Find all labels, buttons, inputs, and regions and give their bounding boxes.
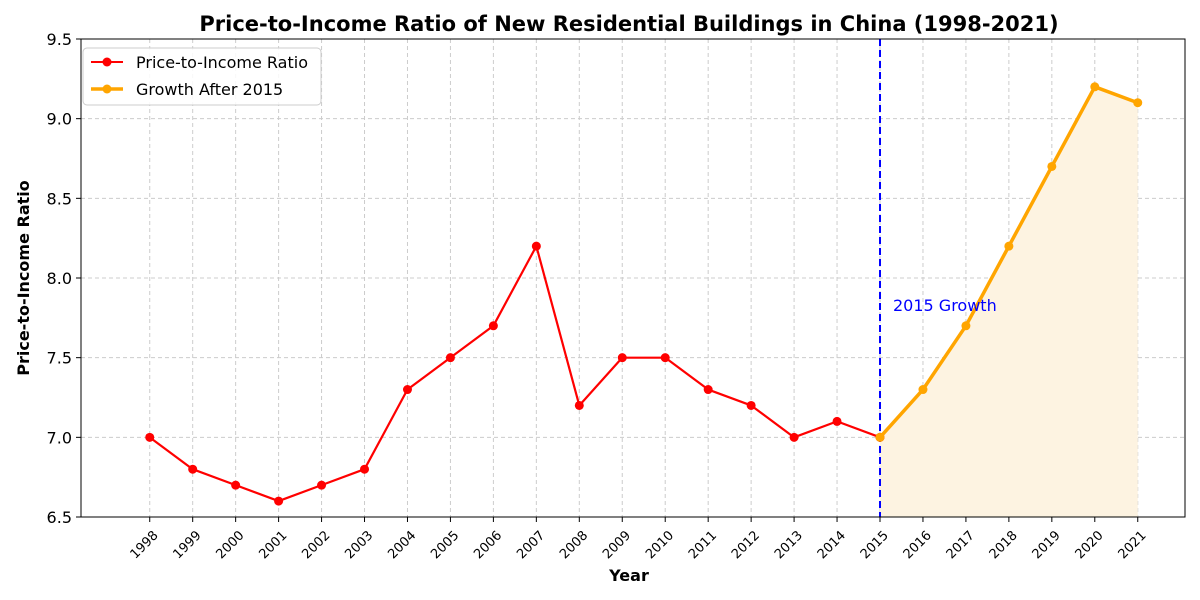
x-tick-label: 2003: [342, 528, 376, 562]
data-point-price-to-income: [274, 496, 284, 506]
legend-marker-growth-after-2015: [102, 84, 112, 94]
x-tick-label: 2011: [686, 528, 720, 562]
y-tick-label: 7.5: [47, 349, 72, 368]
data-point-growth-after-2015: [918, 385, 928, 395]
x-tick-label: 2000: [213, 528, 247, 562]
x-tick-label: 2007: [514, 528, 548, 562]
x-tick-label: 2009: [600, 528, 634, 562]
y-tick-label: 9.5: [47, 30, 72, 49]
growth-fill-area: [880, 86, 1138, 518]
x-tick-label: 2018: [987, 528, 1021, 562]
data-point-price-to-income: [317, 480, 327, 490]
y-tick-label: 7.0: [47, 428, 72, 447]
data-point-price-to-income: [746, 400, 756, 410]
legend-label-price-to-income: Price-to-Income Ratio: [136, 53, 308, 72]
data-point-price-to-income: [402, 385, 412, 395]
legend-label-growth-after-2015: Growth After 2015: [136, 80, 283, 99]
data-point-price-to-income: [188, 464, 198, 474]
data-point-price-to-income: [531, 241, 541, 251]
x-tick-label: 2002: [299, 528, 333, 562]
fill-area: [880, 86, 1138, 518]
data-point-growth-after-2015: [1133, 98, 1143, 108]
chart-title: Price-to-Income Ratio of New Residential…: [199, 12, 1058, 36]
series-layer: [145, 82, 1143, 506]
x-tick-label: 2008: [557, 528, 591, 562]
legend-box: [82, 47, 322, 106]
x-tick-label: 2001: [256, 528, 290, 562]
x-tick-label: 2017: [944, 528, 978, 562]
x-tick-label: 2015: [858, 528, 892, 562]
x-tick-label: 2012: [729, 528, 763, 562]
x-tick-label: 1999: [171, 528, 205, 562]
x-tick-label: 2016: [901, 528, 935, 562]
legend-marker-price-to-income: [102, 57, 112, 67]
data-point-price-to-income: [832, 416, 842, 426]
y-axis-label: Price-to-Income Ratio: [14, 180, 33, 376]
data-point-price-to-income: [617, 353, 627, 363]
y-tick-label: 9.0: [47, 110, 72, 129]
annotation-2015-growth: 2015 Growth: [893, 296, 997, 315]
x-tick-label: 2020: [1073, 528, 1107, 562]
data-point-growth-after-2015: [1047, 161, 1057, 171]
x-tick-label: 1998: [128, 528, 162, 562]
y-tick-label: 6.5: [47, 508, 72, 527]
data-point-growth-after-2015: [875, 432, 885, 442]
data-point-price-to-income: [789, 432, 799, 442]
x-tick-label: 2013: [772, 528, 806, 562]
data-point-price-to-income: [703, 385, 713, 395]
data-point-price-to-income: [145, 432, 155, 442]
data-point-price-to-income: [488, 321, 498, 331]
data-point-growth-after-2015: [1090, 82, 1100, 92]
x-tick-label: 2006: [471, 528, 505, 562]
x-tick-label: 2010: [643, 528, 677, 562]
x-tick-label: 2021: [1116, 528, 1150, 562]
y-tick-label: 8.5: [47, 189, 72, 208]
x-tick-label: 2005: [428, 528, 462, 562]
data-point-price-to-income: [445, 353, 455, 363]
x-tick-label: 2014: [815, 528, 849, 562]
data-point-growth-after-2015: [961, 321, 971, 331]
x-tick-label: 2004: [385, 528, 419, 562]
data-point-price-to-income: [231, 480, 241, 490]
data-point-price-to-income: [574, 400, 584, 410]
y-tick-label: 8.0: [47, 269, 72, 288]
series-line-price-to-income: [149, 245, 881, 503]
x-tick-label: 2019: [1030, 528, 1064, 562]
legend: Price-to-Income Ratio Growth After 2015: [82, 47, 322, 106]
data-point-price-to-income: [660, 353, 670, 363]
data-point-price-to-income: [360, 464, 370, 474]
x-axis-label: Year: [608, 566, 649, 585]
data-point-growth-after-2015: [1004, 241, 1014, 251]
